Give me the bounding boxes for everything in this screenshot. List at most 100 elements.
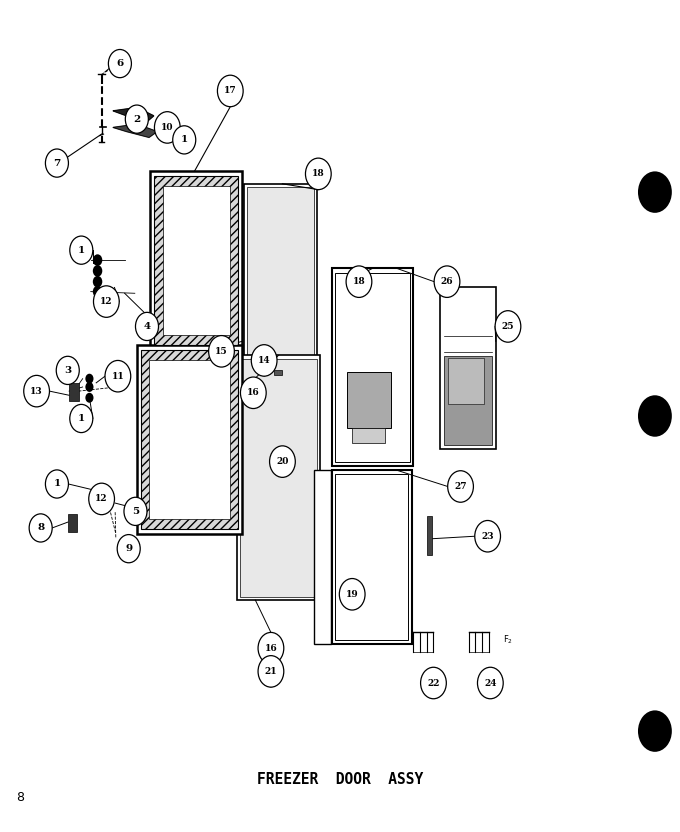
Text: 26: 26: [441, 277, 454, 286]
Bar: [141, 349, 238, 529]
Circle shape: [56, 356, 80, 384]
Text: 21: 21: [265, 667, 277, 676]
Bar: [149, 359, 230, 519]
Circle shape: [218, 75, 243, 106]
Text: 16: 16: [247, 389, 260, 398]
Bar: [448, 359, 483, 404]
Circle shape: [258, 632, 284, 664]
Bar: [443, 356, 492, 445]
Circle shape: [86, 382, 93, 392]
FancyArrow shape: [274, 370, 282, 375]
Bar: [244, 184, 317, 364]
Text: 12: 12: [95, 494, 108, 503]
Circle shape: [97, 488, 105, 498]
Text: 8: 8: [37, 523, 44, 532]
Text: 4: 4: [143, 322, 150, 331]
Circle shape: [495, 310, 521, 342]
Circle shape: [638, 395, 672, 437]
Text: 14: 14: [258, 356, 271, 365]
Text: 25: 25: [502, 322, 514, 331]
Bar: [68, 514, 77, 532]
Circle shape: [46, 470, 69, 498]
Circle shape: [29, 514, 52, 542]
Text: FREEZER  DOOR  ASSY: FREEZER DOOR ASSY: [257, 772, 423, 787]
Text: 22: 22: [427, 679, 440, 687]
Circle shape: [92, 276, 102, 288]
Circle shape: [108, 49, 131, 77]
Text: 1: 1: [53, 479, 61, 488]
Text: 27: 27: [454, 482, 466, 491]
Text: 11: 11: [112, 372, 124, 381]
Text: 9: 9: [125, 544, 133, 553]
Text: 10: 10: [161, 123, 173, 132]
Bar: [314, 470, 331, 644]
Circle shape: [173, 126, 196, 154]
Circle shape: [24, 375, 50, 407]
Text: $\mathregular{F_2}$: $\mathregular{F_2}$: [503, 634, 513, 646]
Bar: [247, 187, 314, 361]
Bar: [332, 470, 412, 644]
Circle shape: [97, 496, 105, 506]
Circle shape: [86, 374, 93, 384]
Circle shape: [638, 711, 672, 752]
Text: 13: 13: [30, 387, 43, 396]
Text: 20: 20: [276, 457, 288, 466]
Circle shape: [70, 404, 92, 433]
Circle shape: [305, 158, 331, 190]
Circle shape: [258, 656, 284, 687]
Bar: [335, 273, 410, 462]
Circle shape: [93, 286, 119, 317]
Bar: [332, 269, 413, 466]
Text: 5: 5: [132, 507, 139, 516]
Bar: [150, 171, 242, 349]
Bar: [137, 344, 242, 534]
Circle shape: [92, 286, 102, 297]
Text: 6: 6: [116, 59, 124, 68]
Bar: [335, 474, 409, 640]
Circle shape: [346, 266, 372, 297]
Bar: [163, 186, 230, 334]
Bar: [237, 355, 320, 600]
Circle shape: [447, 471, 473, 503]
Text: 1: 1: [78, 245, 85, 255]
Text: 8: 8: [16, 791, 24, 804]
Text: 1: 1: [78, 414, 85, 423]
Circle shape: [421, 667, 446, 699]
Text: 18: 18: [353, 277, 365, 286]
Text: 18: 18: [312, 170, 325, 178]
Circle shape: [70, 236, 92, 265]
Circle shape: [477, 667, 503, 699]
Circle shape: [92, 265, 102, 277]
Bar: [69, 383, 79, 401]
Polygon shape: [113, 124, 157, 137]
Circle shape: [46, 149, 69, 177]
Text: 17: 17: [224, 87, 237, 96]
Circle shape: [241, 377, 266, 409]
Circle shape: [475, 521, 500, 552]
Circle shape: [269, 446, 295, 478]
Circle shape: [92, 255, 102, 266]
Bar: [154, 176, 238, 344]
Text: 16: 16: [265, 644, 277, 652]
Circle shape: [209, 335, 235, 367]
Circle shape: [135, 312, 158, 340]
Text: 15: 15: [215, 347, 228, 356]
Text: 19: 19: [346, 590, 358, 599]
Circle shape: [105, 360, 131, 392]
Bar: [426, 516, 432, 555]
Circle shape: [124, 498, 147, 526]
Circle shape: [86, 393, 93, 403]
Circle shape: [434, 266, 460, 297]
Text: 7: 7: [53, 159, 61, 167]
Circle shape: [89, 483, 114, 515]
Circle shape: [117, 535, 140, 562]
Text: 23: 23: [481, 532, 494, 541]
Bar: [347, 372, 391, 428]
Circle shape: [252, 344, 277, 376]
Circle shape: [154, 111, 180, 143]
Text: 3: 3: [64, 366, 71, 375]
Polygon shape: [113, 107, 154, 121]
Circle shape: [638, 171, 672, 213]
Circle shape: [125, 105, 148, 133]
Circle shape: [339, 578, 365, 610]
